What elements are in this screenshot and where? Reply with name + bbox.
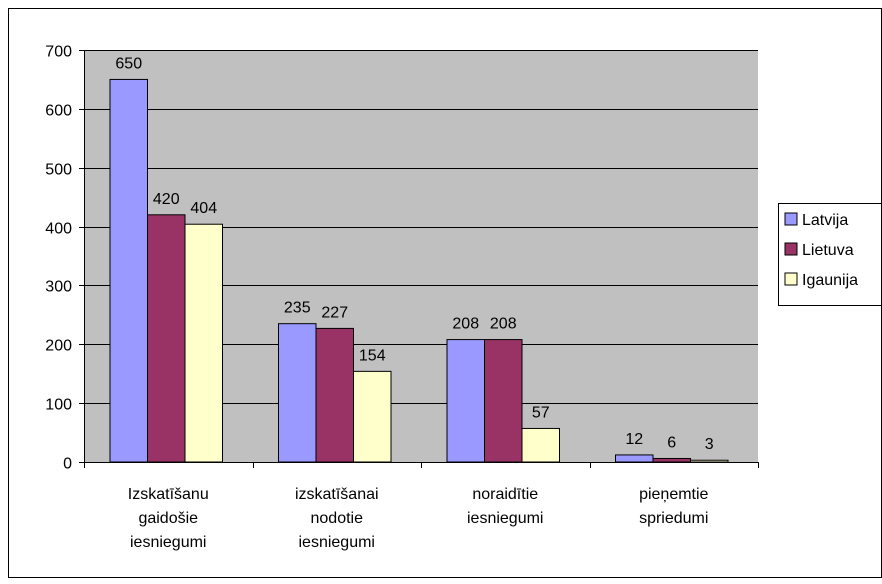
legend-swatch bbox=[784, 212, 798, 226]
bar-igaunija bbox=[184, 223, 223, 463]
data-label: 208 bbox=[490, 316, 517, 333]
data-label: 3 bbox=[705, 436, 714, 453]
data-label: 208 bbox=[452, 316, 479, 333]
bar-lietuva bbox=[652, 457, 691, 463]
legend-label: Lietuva bbox=[802, 242, 854, 259]
x-tick-label: iesniegumi bbox=[467, 510, 543, 527]
bar-latvija bbox=[615, 454, 654, 463]
y-tick-labels: 0 100 200 300 400 500 600 700 bbox=[45, 44, 72, 473]
y-tick-label: 700 bbox=[45, 44, 72, 61]
y-tick-label: 400 bbox=[45, 221, 72, 238]
x-tick-label: pieņemtie bbox=[639, 486, 708, 503]
data-label: 6 bbox=[667, 434, 676, 451]
x-tick-label: nodotie bbox=[311, 510, 364, 527]
x-tick-label: noraidītie bbox=[472, 486, 538, 503]
bar-lietuva bbox=[315, 327, 354, 463]
bar-igaunija bbox=[521, 427, 560, 463]
data-label: 404 bbox=[190, 200, 217, 217]
legend-swatch bbox=[784, 242, 798, 256]
y-tick-label: 600 bbox=[45, 103, 72, 120]
legend-label: Latvija bbox=[802, 212, 848, 229]
axes bbox=[79, 50, 759, 468]
bar-igaunija bbox=[353, 370, 392, 463]
x-tick-label: iesniegumi bbox=[299, 534, 375, 551]
y-tick-label: 200 bbox=[45, 338, 72, 355]
bar-lietuva bbox=[147, 214, 186, 463]
data-label: 57 bbox=[532, 404, 550, 421]
data-label: 227 bbox=[321, 304, 348, 321]
bar-latvija bbox=[278, 323, 317, 463]
data-label: 650 bbox=[115, 55, 142, 72]
x-tick-label: izskatīšanai bbox=[295, 486, 379, 503]
data-label: 420 bbox=[153, 191, 180, 208]
data-label: 12 bbox=[625, 431, 643, 448]
data-labels: 650 420 404 235 227 154 208 208 57 12 6 3 bbox=[115, 55, 713, 453]
x-tick-label: Izskatīšanu bbox=[128, 486, 209, 503]
x-tick-label: spriedumi bbox=[639, 510, 708, 527]
legend-swatch bbox=[784, 272, 798, 286]
bar-latvija bbox=[446, 339, 485, 463]
x-tick-label: gaidošie bbox=[138, 510, 198, 527]
x-tick-label: iesniegumi bbox=[130, 534, 206, 551]
bar-lietuva bbox=[484, 339, 523, 463]
data-label: 235 bbox=[284, 300, 311, 317]
legend-label: Igaunija bbox=[802, 272, 858, 289]
legend: Latvija Lietuva Igaunija bbox=[778, 203, 882, 306]
bar-latvija bbox=[109, 78, 148, 463]
y-tick-label: 300 bbox=[45, 279, 72, 296]
x-tick-labels: Izskatīšanu gaidošie iesniegumi izskatīšana… bbox=[128, 486, 709, 551]
y-tick-label: 500 bbox=[45, 162, 72, 179]
bar-igaunija bbox=[690, 459, 729, 463]
data-label: 154 bbox=[359, 347, 386, 364]
y-tick-label: 100 bbox=[45, 397, 72, 414]
y-tick-label: 0 bbox=[63, 456, 72, 473]
